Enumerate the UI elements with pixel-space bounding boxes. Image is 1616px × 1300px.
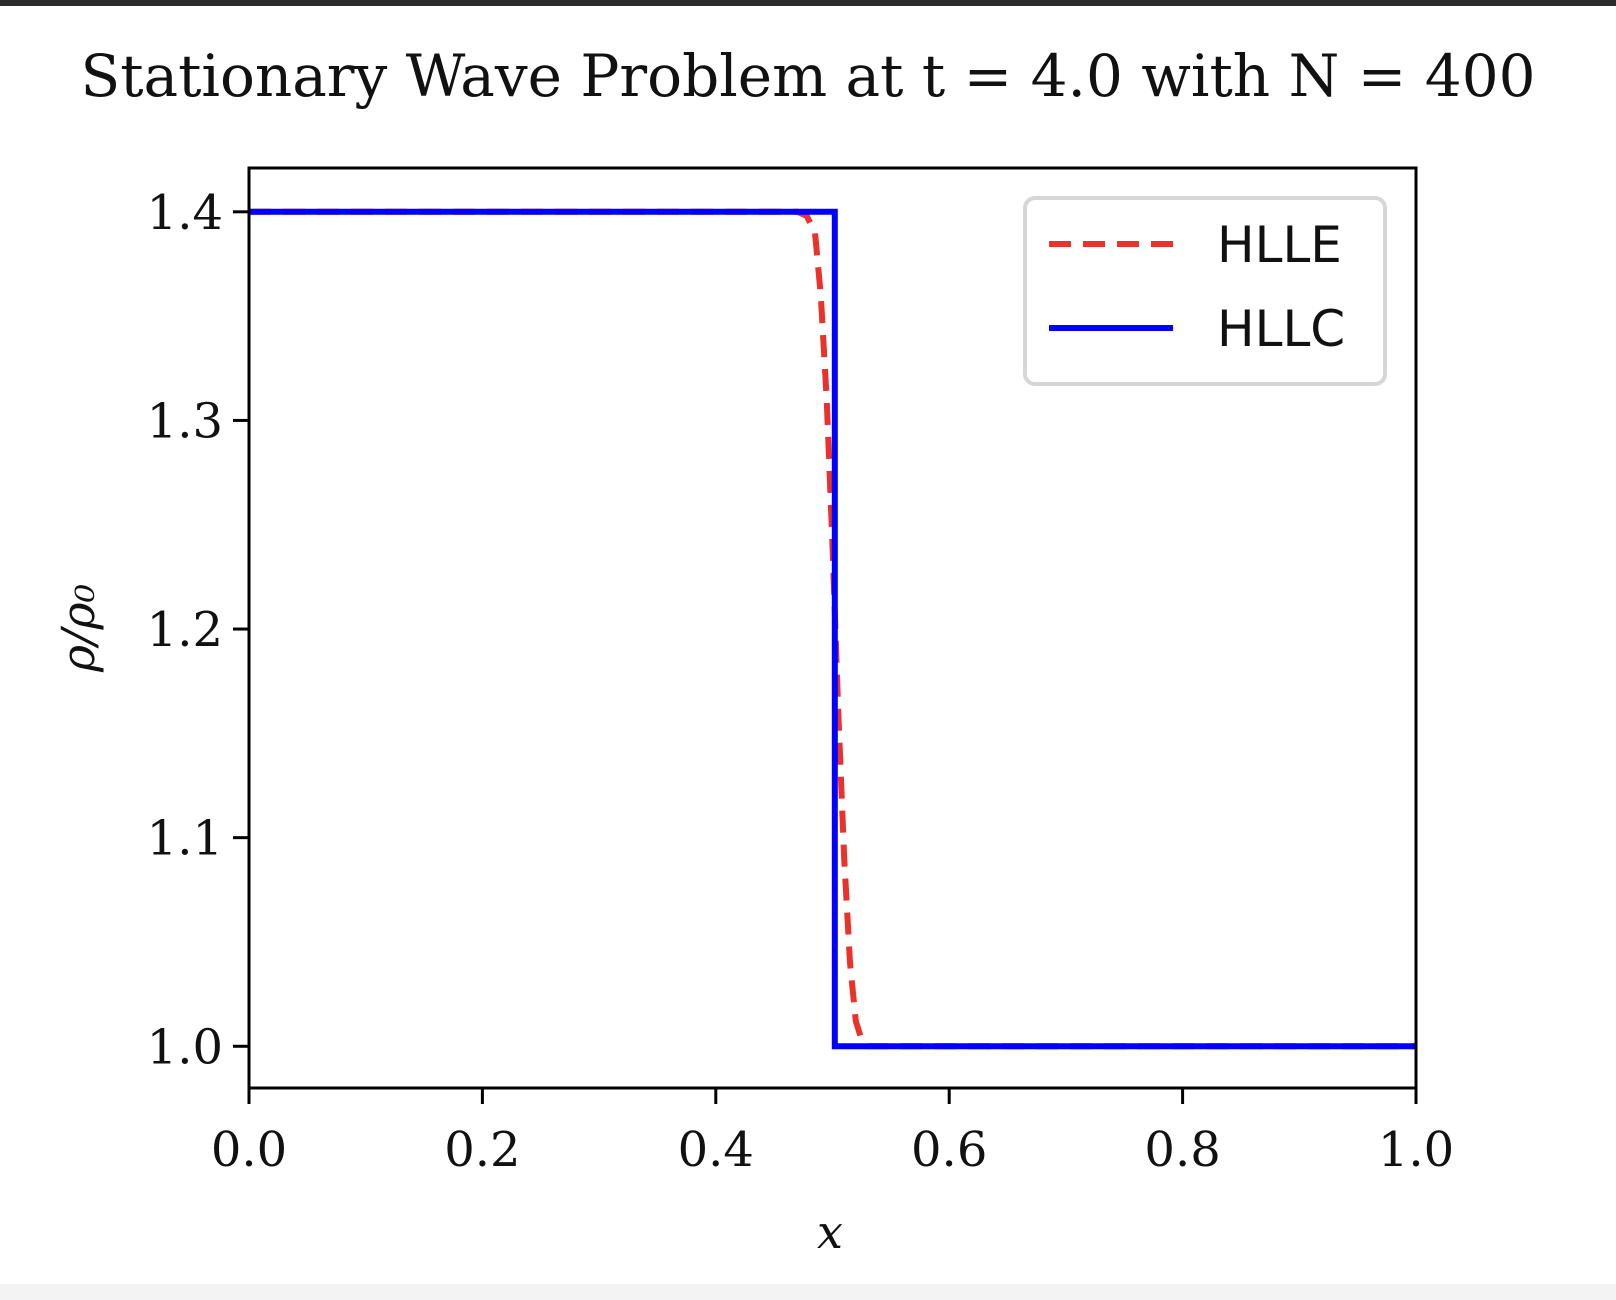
x-tick-label: 1.0 [1378, 1122, 1454, 1178]
legend-label-hllc: HLLC [1217, 300, 1345, 358]
x-axis: 0.0 0.2 0.4 0.6 0.8 1.0 [211, 1088, 1454, 1178]
chart-title: Stationary Wave Problem at t = 4.0 with … [80, 42, 1535, 110]
series-line-hlle [249, 208, 1416, 1050]
x-tick-label: 0.0 [211, 1122, 287, 1178]
x-tick-label: 0.6 [911, 1122, 987, 1178]
bottom-strip [0, 1284, 1616, 1300]
x-tick-label: 0.8 [1144, 1122, 1220, 1178]
y-tick-label: 1.4 [147, 185, 223, 241]
y-axis: 1.0 1.1 1.2 1.3 1.4 [147, 185, 249, 1075]
y-axis-label: ρ/ρ₀ [51, 584, 105, 673]
x-tick-label: 0.2 [444, 1122, 520, 1178]
x-axis-label: x [817, 1205, 843, 1259]
y-tick-label: 1.0 [147, 1019, 223, 1075]
y-tick-label: 1.3 [147, 393, 223, 449]
legend-label-hlle: HLLE [1217, 216, 1342, 274]
legend: HLLE HLLC [1023, 196, 1387, 386]
series-group [249, 208, 1416, 1050]
top-border [0, 0, 1616, 6]
y-tick-label: 1.1 [147, 811, 223, 867]
y-tick-label: 1.2 [147, 602, 223, 658]
x-tick-label: 0.4 [678, 1122, 754, 1178]
series-line-hllc [249, 208, 1416, 1050]
legend-box [1023, 196, 1387, 386]
